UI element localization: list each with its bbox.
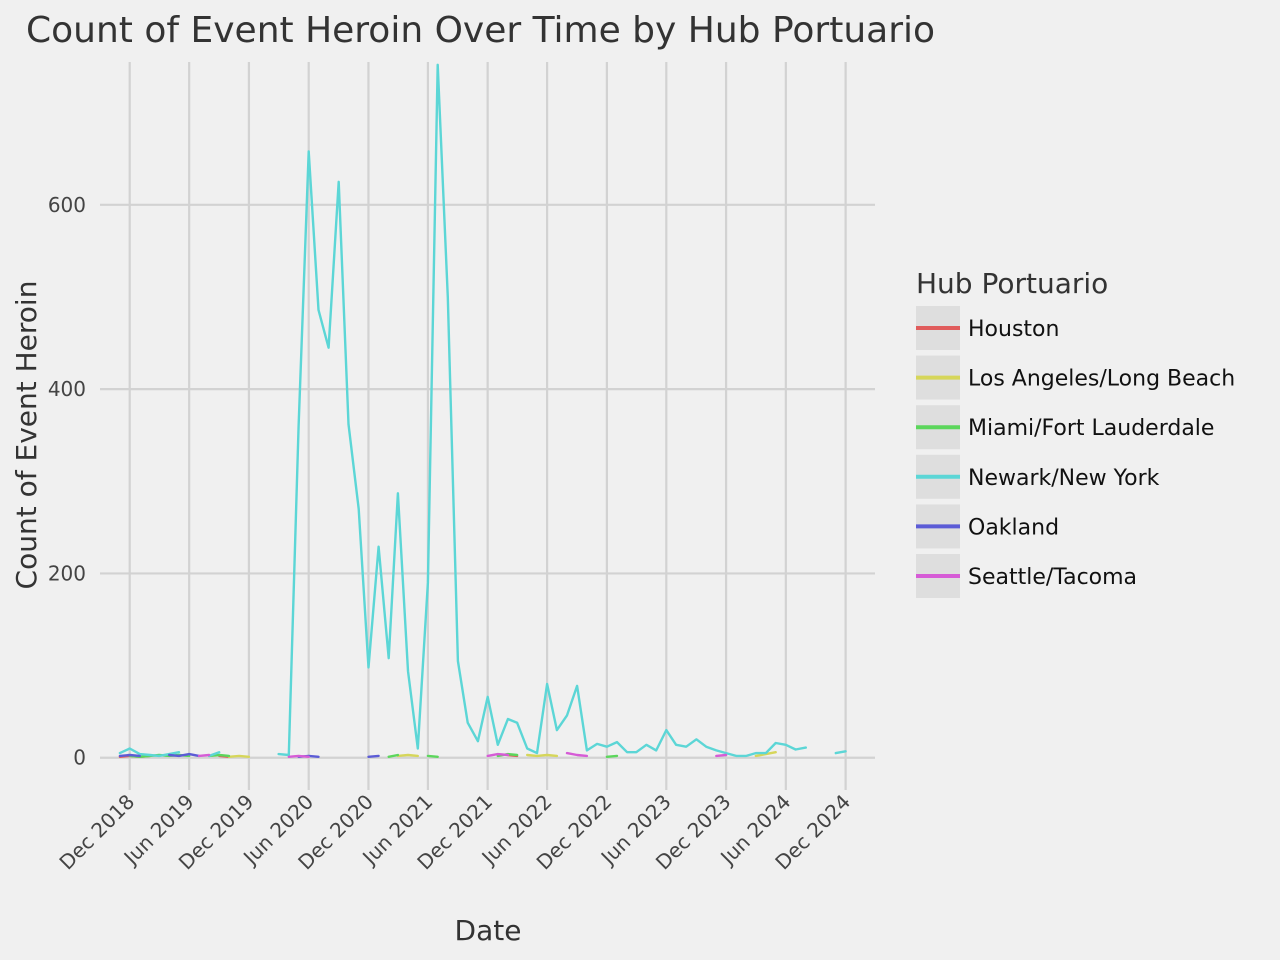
y-tick-label-200: 200	[48, 561, 86, 585]
legend-item-oakland: Oakland	[916, 504, 1059, 549]
series-line-seattle-tacoma-5	[715, 753, 728, 758]
series-line-los-angeles-long-beach-2	[396, 753, 419, 758]
series-newark-new-york	[118, 63, 847, 758]
legend-label-los-angeles-long-beach: Los Angeles/Long Beach	[968, 367, 1235, 392]
legend-items: Houston Los Angeles/Long Beach Miami/Fort …	[916, 306, 1235, 598]
legend: Hub Portuario Houston Los Angeles/Long Be…	[916, 267, 1235, 598]
legend-label-newark-new-york: Newark/New York	[968, 466, 1160, 491]
legend-label-seattle-tacoma: Seattle/Tacoma	[968, 565, 1137, 590]
gridlines	[100, 62, 875, 790]
y-axis-title: Count of Event Heroin	[10, 281, 43, 590]
y-tick-label-400: 400	[48, 377, 86, 401]
legend-title: Hub Portuario	[916, 267, 1108, 300]
series-lines	[118, 63, 847, 758]
series-line-los-angeles-long-beach-1	[227, 754, 251, 758]
legend-item-los-angeles-long-beach: Los Angeles/Long Beach	[916, 355, 1235, 400]
series-line-miami-fort-lauderdale-6	[605, 754, 619, 758]
legend-item-seattle-tacoma: Seattle/Tacoma	[916, 554, 1137, 598]
series-line-seattle-tacoma-1	[197, 753, 211, 758]
legend-label-houston: Houston	[968, 317, 1059, 342]
x-axis-title: Date	[455, 914, 522, 947]
series-line-oakland-1	[118, 753, 142, 758]
x-tick-label-dec-2018: Dec 2018	[54, 790, 139, 875]
series-line-oakland-2	[167, 752, 201, 758]
legend-label-miami-fort-lauderdale: Miami/Fort Lauderdale	[968, 416, 1214, 441]
series-line-newark-new-york-3	[277, 63, 807, 758]
legend-item-newark-new-york: Newark/New York	[916, 454, 1160, 499]
legend-item-houston: Houston	[916, 306, 1059, 350]
series-line-los-angeles-long-beach-3	[526, 753, 559, 758]
series-line-miami-fort-lauderdale-4	[426, 754, 439, 758]
series-line-seattle-tacoma-3	[486, 752, 510, 758]
series-line-newark-new-york-4	[834, 750, 847, 755]
series-seattle-tacoma	[197, 751, 728, 758]
legend-item-miami-fort-lauderdale: Miami/Fort Lauderdale	[916, 405, 1214, 450]
legend-label-oakland: Oakland	[968, 515, 1059, 540]
series-line-newark-new-york-2	[207, 751, 221, 758]
y-tick-label-600: 600	[48, 193, 86, 217]
series-line-miami-fort-lauderdale-3	[387, 753, 400, 758]
y-tick-label-0: 0	[73, 746, 86, 770]
series-line-seattle-tacoma-2	[287, 754, 310, 758]
y-axis-ticks: 0 200 400 600	[48, 193, 86, 770]
chart-title: Count of Event Heroin Over Time by Hub P…	[26, 10, 935, 51]
series-line-oakland-4	[367, 754, 380, 758]
series-line-seattle-tacoma-4	[565, 751, 589, 758]
